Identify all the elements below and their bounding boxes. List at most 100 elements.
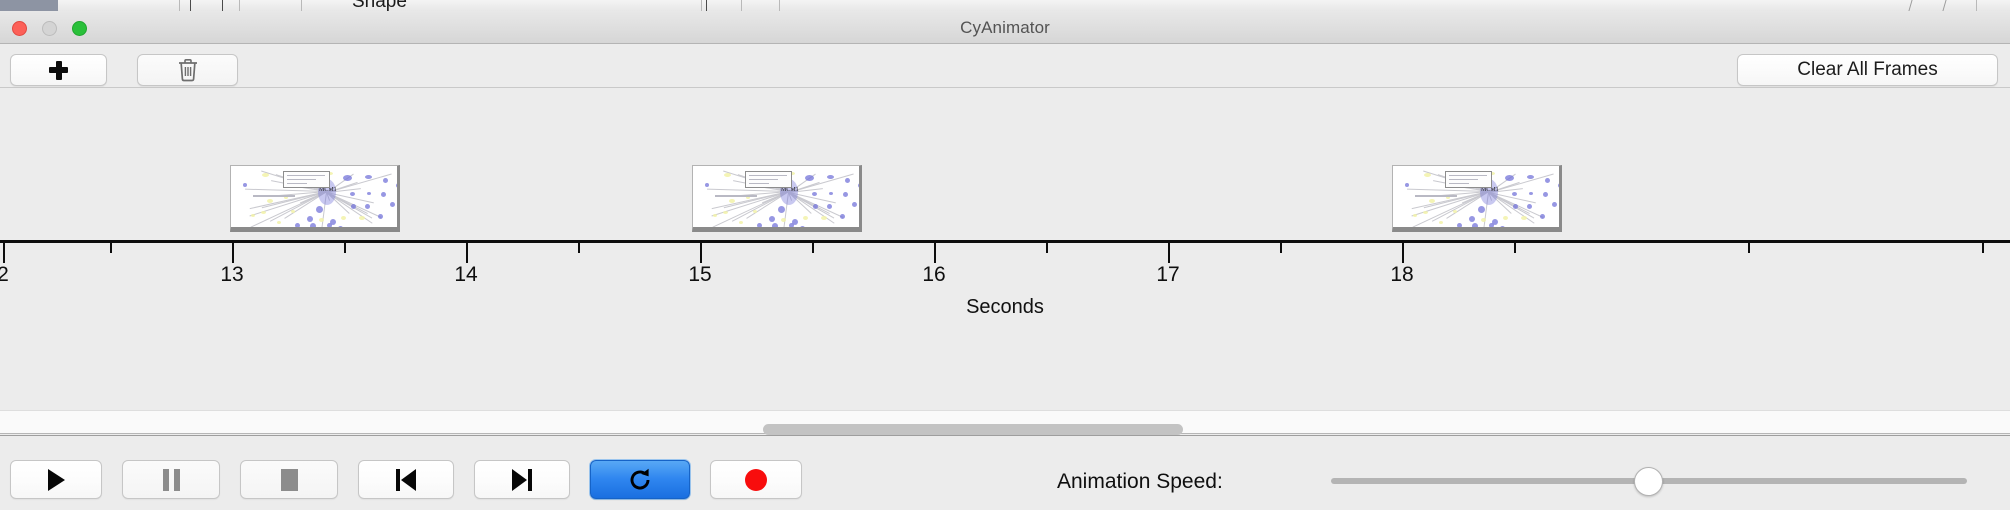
network-node <box>243 183 247 187</box>
timeline-minor-tick <box>1514 243 1516 253</box>
background-slash <box>1908 0 1913 11</box>
network-node <box>1472 223 1478 227</box>
animation-speed-label: Animation Speed: <box>1057 470 1223 493</box>
background-divider <box>300 0 302 11</box>
loop-icon <box>630 468 650 489</box>
background-divider <box>740 0 742 11</box>
stop-button[interactable] <box>240 460 338 499</box>
delete-frame-button[interactable] <box>137 54 238 86</box>
network-node <box>365 204 370 209</box>
network-node <box>827 175 834 179</box>
animation-speed-slider-thumb[interactable] <box>1634 467 1663 496</box>
toolbar: Clear All Frames <box>0 44 2010 88</box>
network-annotation-line <box>287 175 325 176</box>
trash-icon <box>178 59 197 82</box>
network-node <box>251 214 255 217</box>
maximize-button[interactable] <box>72 21 87 36</box>
network-node <box>367 192 371 195</box>
background-slash <box>1942 0 1947 11</box>
network-node <box>792 219 798 225</box>
network-node <box>1527 204 1532 209</box>
minimize-button[interactable] <box>42 21 57 36</box>
skip-next-button[interactable] <box>474 460 570 499</box>
network-node <box>1424 173 1431 177</box>
network-annotation-line <box>287 183 307 184</box>
frame-thumbnail[interactable]: MCM1 <box>1392 165 1562 232</box>
pause-button[interactable] <box>122 460 220 499</box>
play-button[interactable] <box>10 460 102 499</box>
timeline-minor-tick <box>1748 243 1750 253</box>
network-node <box>341 216 346 220</box>
stop-icon <box>280 468 298 491</box>
background-divider <box>778 0 780 11</box>
skip-next-icon <box>512 468 532 491</box>
loop-button[interactable] <box>590 460 690 499</box>
network-annotation-box <box>283 171 330 188</box>
network-node <box>705 183 709 187</box>
timeline-tick-label: 17 <box>1156 263 1180 286</box>
network-node <box>1457 223 1462 227</box>
timeline-tick-label: 13 <box>220 263 244 286</box>
frame-thumbnail[interactable]: MCM1 <box>692 165 862 232</box>
network-node <box>277 221 281 224</box>
network-node <box>781 218 786 222</box>
timeline-minor-tick <box>1280 243 1282 253</box>
timeline-panel[interactable]: MCM1 MCM1 MCM1 2 13 14 15 16 17 18 Seconds <box>0 88 2010 410</box>
timeline-minor-tick <box>1982 243 1984 253</box>
network-caption-line <box>1415 195 1457 197</box>
network-node <box>1478 206 1485 213</box>
timeline-scrollbar-thumb[interactable] <box>763 424 1183 435</box>
timeline-major-tick <box>466 243 468 263</box>
network-node <box>262 173 269 177</box>
background-window-strip: Shape <box>0 0 2010 11</box>
network-node <box>800 226 805 227</box>
timeline-major-tick <box>3 243 5 263</box>
network-caption-line <box>253 195 295 197</box>
network-node <box>1558 183 1559 188</box>
network-node <box>1540 214 1545 219</box>
network-node <box>1429 199 1435 203</box>
network-annotation-line <box>749 175 787 176</box>
network-annotation-line <box>1449 183 1469 184</box>
network-node <box>753 210 757 213</box>
network-node <box>284 196 288 199</box>
timeline-minor-tick <box>1046 243 1048 253</box>
close-button[interactable] <box>12 21 27 36</box>
network-node <box>845 178 850 183</box>
frame-thumbnail[interactable]: MCM1 <box>230 165 400 232</box>
timeline-tick-label: 18 <box>1390 263 1414 286</box>
background-tick <box>706 0 707 11</box>
network-annotation-box <box>745 171 792 188</box>
network-node <box>1521 216 1527 220</box>
network-node <box>1453 210 1457 213</box>
network-node <box>1446 196 1450 199</box>
window-title: CyAnimator <box>960 18 1050 37</box>
network-graph-preview: MCM1 <box>1393 166 1559 227</box>
network-node <box>1545 178 1550 183</box>
network-annotation-box <box>1445 171 1492 188</box>
network-node <box>1490 172 1495 175</box>
title-bar: CyAnimator <box>0 11 2010 44</box>
clear-all-frames-button[interactable]: Clear All Frames <box>1737 54 1998 86</box>
network-node <box>1527 175 1534 179</box>
network-node <box>803 216 808 220</box>
network-node <box>1543 192 1548 197</box>
timeline-major-tick <box>700 243 702 263</box>
network-caption-line <box>715 195 757 197</box>
network-node <box>840 214 845 219</box>
timeline-minor-tick <box>344 243 346 253</box>
network-node <box>827 204 832 209</box>
add-frame-button[interactable] <box>10 54 107 86</box>
timeline-tick-label: 16 <box>922 263 946 286</box>
network-annotation-line <box>749 179 778 180</box>
network-node <box>1413 214 1417 217</box>
skip-previous-button[interactable] <box>358 460 454 499</box>
record-button[interactable] <box>710 460 802 499</box>
network-graph-preview: MCM1 <box>693 166 859 227</box>
network-node <box>829 192 833 195</box>
clear-all-frames-label: Clear All Frames <box>1797 59 1938 80</box>
network-node <box>852 202 857 207</box>
network-node <box>330 219 336 225</box>
background-tick <box>190 0 191 11</box>
